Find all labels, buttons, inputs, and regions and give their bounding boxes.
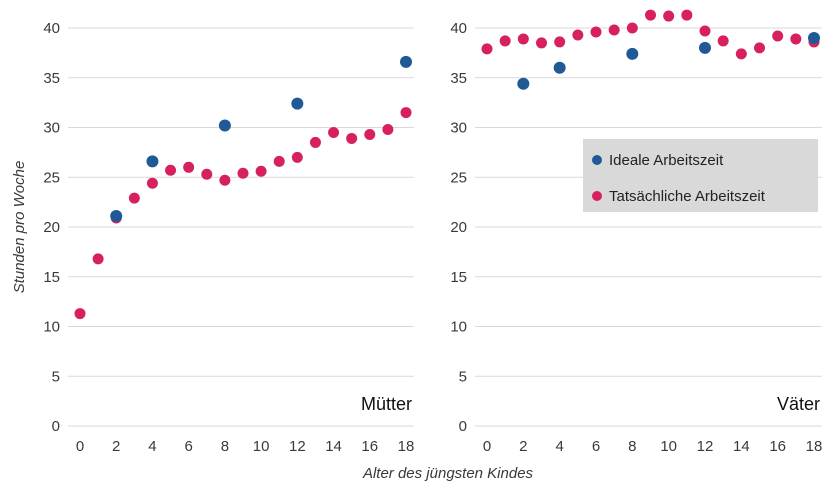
ideal-point	[218, 119, 231, 132]
actual-point	[699, 25, 711, 37]
actual-point	[237, 167, 249, 179]
ideal-point	[517, 77, 530, 90]
actual-point	[499, 35, 511, 47]
x-tick-label: 10	[660, 438, 677, 455]
actual-point	[626, 22, 638, 34]
actual-point	[219, 174, 231, 186]
actual-point	[382, 123, 394, 135]
x-axis-title: Alter des jüngsten Kindes	[362, 465, 534, 482]
actual-point	[590, 26, 602, 38]
ideal-point	[146, 155, 159, 168]
actual-point	[717, 35, 729, 47]
x-tick-label: 14	[325, 438, 342, 455]
x-tick-label: 18	[398, 438, 415, 455]
x-tick-label: 2	[112, 438, 120, 455]
x-tick-label: 18	[806, 438, 823, 455]
ideal-point	[553, 61, 566, 74]
actual-point	[291, 151, 303, 163]
actual-point	[790, 33, 802, 45]
x-tick-label: 6	[184, 438, 192, 455]
ideal-point	[699, 41, 711, 54]
actual-point	[645, 9, 656, 21]
actual-point	[364, 128, 376, 140]
y-tick-label: 5	[52, 368, 60, 385]
ideal-point	[808, 31, 820, 44]
y-tick-label: 40	[43, 20, 60, 37]
y-axis-title: Stunden pro Woche	[11, 161, 28, 294]
y-tick-label: 20	[43, 219, 60, 236]
x-tick-label: 16	[361, 438, 378, 455]
y-tick-label: 0	[52, 418, 60, 435]
actual-point	[572, 29, 584, 41]
x-tick-label: 12	[289, 438, 306, 455]
x-tick-label: 6	[592, 438, 600, 455]
actual-point	[735, 48, 747, 60]
actual-point	[663, 10, 675, 22]
x-tick-label: 12	[697, 438, 714, 455]
actual-point	[255, 165, 267, 177]
y-tick-label: 40	[450, 20, 467, 37]
actual-point	[400, 107, 412, 119]
x-tick-label: 14	[733, 438, 750, 455]
actual-point	[165, 164, 177, 176]
panel-label: Mütter	[361, 394, 412, 414]
y-tick-label: 35	[43, 70, 60, 87]
actual-point	[346, 132, 358, 144]
x-tick-label: 8	[221, 438, 229, 455]
y-tick-label: 20	[450, 219, 467, 236]
legend-marker-ideal	[592, 155, 602, 165]
ideal-point	[291, 97, 304, 110]
actual-point	[273, 155, 285, 167]
actual-point	[754, 42, 765, 54]
actual-point	[183, 161, 195, 173]
y-tick-label: 10	[450, 319, 467, 336]
actual-point	[681, 9, 693, 21]
x-tick-label: 2	[519, 438, 527, 455]
actual-point	[201, 168, 213, 180]
x-tick-label: 4	[555, 438, 563, 455]
actual-point	[92, 253, 104, 265]
ideal-point	[400, 55, 412, 68]
y-tick-label: 15	[43, 269, 60, 286]
y-tick-label: 25	[43, 169, 60, 186]
panel-label: Väter	[777, 394, 820, 414]
x-tick-label: 8	[628, 438, 636, 455]
y-tick-label: 30	[450, 120, 467, 137]
x-tick-label: 0	[483, 438, 491, 455]
actual-point	[554, 36, 566, 48]
y-tick-label: 25	[450, 169, 467, 186]
actual-point	[481, 43, 493, 55]
actual-point	[309, 136, 321, 148]
actual-point	[328, 126, 340, 138]
legend-label-actual: Tatsächliche Arbeitszeit	[609, 188, 766, 205]
y-tick-label: 30	[43, 120, 60, 137]
actual-point	[772, 30, 784, 42]
actual-point	[536, 37, 547, 49]
x-tick-label: 10	[253, 438, 270, 455]
y-tick-label: 0	[459, 418, 467, 435]
y-tick-label: 35	[450, 70, 467, 87]
actual-point	[517, 33, 529, 45]
legend-marker-actual	[592, 191, 602, 201]
actual-point	[128, 192, 140, 204]
x-tick-label: 0	[76, 438, 84, 455]
y-tick-label: 15	[450, 269, 467, 286]
actual-point	[146, 177, 158, 189]
ideal-point	[110, 210, 123, 223]
legend-box	[583, 139, 818, 212]
x-tick-label: 16	[769, 438, 786, 455]
legend-label-ideal: Ideale Arbeitszeit	[609, 152, 724, 169]
actual-point	[608, 24, 620, 36]
x-tick-label: 4	[148, 438, 156, 455]
y-tick-label: 10	[43, 319, 60, 336]
y-tick-label: 5	[459, 368, 467, 385]
actual-point	[74, 308, 86, 320]
ideal-point	[626, 47, 639, 60]
